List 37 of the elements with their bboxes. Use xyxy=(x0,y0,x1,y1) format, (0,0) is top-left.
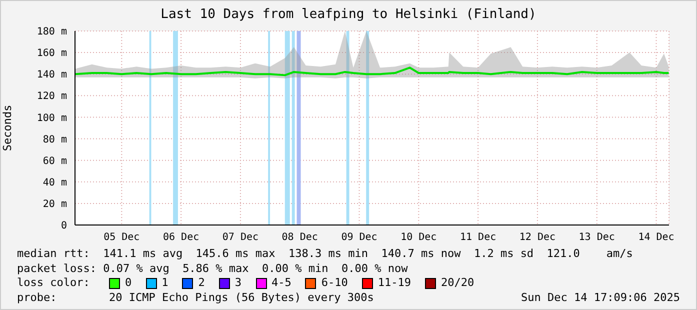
y-tick-label: 0 xyxy=(60,220,67,232)
y-tick-label: 60 m xyxy=(42,156,67,167)
text: 6-10 xyxy=(320,276,348,290)
y-tick-label: 120 m xyxy=(36,91,67,102)
text: Sun Dec 14 17:09:06 2025 xyxy=(521,290,680,305)
line-series xyxy=(75,66,669,76)
x-tick-label: 12 Dec xyxy=(519,232,556,244)
chart-title: Last 10 Days from leafping to Helsinki (Finland) xyxy=(160,6,538,22)
text: 0 xyxy=(124,276,132,290)
text: 20 ICMP Echo Pings (56 Bytes) every 300s xyxy=(109,290,375,305)
x-tick-label: 10 Dec xyxy=(400,232,437,244)
x-tick-label: 11 Dec xyxy=(460,232,496,244)
x-tick-label: 07 Dec xyxy=(222,232,259,244)
text: 1 xyxy=(160,276,168,290)
y-tick-label: 20 m xyxy=(42,198,67,210)
y-tick-label: 80 m xyxy=(42,134,67,146)
text: 20/20 xyxy=(440,276,474,290)
text: 3 xyxy=(234,276,242,290)
y-tick-label: 100 m xyxy=(36,112,67,124)
x-tick-label: 08 Dec xyxy=(282,232,318,244)
text: 4-5 xyxy=(270,276,292,290)
text: 2 xyxy=(197,276,205,290)
x-tick-label: 05 Dec xyxy=(104,232,140,244)
y-tick-label: 40 m xyxy=(42,177,67,188)
y-tick-label: 140 m xyxy=(36,70,67,81)
y-tick-label: 180 m xyxy=(36,26,67,38)
text: probe: xyxy=(17,290,58,305)
text: 11-19 xyxy=(376,276,411,290)
y-tick-label: 160 m xyxy=(36,48,67,60)
x-tick-label: 13 Dec xyxy=(578,232,615,244)
y-axis-title: Seconds xyxy=(0,104,14,152)
text: packet loss: 0.07 % avg 5.86 % max 0.00 % min 0.00 % now xyxy=(17,262,409,276)
x-tick-label: 14 Dec xyxy=(638,232,674,244)
text: median rtt: 141.1 ms avg 145.6 ms max 138.3 ms min 140.7 ms now 1.2 ms sd 121.0 am/s xyxy=(17,247,634,262)
text: loss color: xyxy=(17,276,91,290)
x-tick-label: 09 Dec xyxy=(341,232,378,244)
x-tick-label: 06 Dec xyxy=(162,232,200,244)
